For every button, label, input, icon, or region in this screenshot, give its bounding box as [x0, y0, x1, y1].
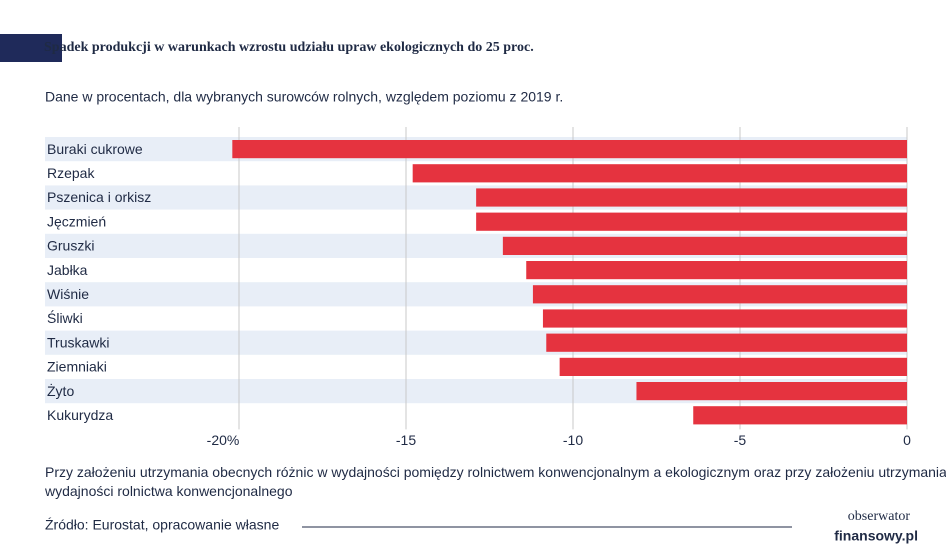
x-tick-label: -10 [563, 432, 583, 448]
category-label: Buraki cukrowe [47, 141, 143, 157]
bar [559, 357, 907, 376]
bar [636, 382, 907, 401]
subtitle: Dane w procentach, dla wybranych surowcó… [45, 89, 563, 105]
source: Źródło: Eurostat, opracowanie własne [45, 517, 279, 533]
title-marker [0, 34, 62, 62]
bar [546, 333, 907, 352]
bar [232, 140, 907, 159]
bar [476, 188, 907, 207]
x-tick-label: -5 [734, 432, 747, 448]
category-label: Pszenica i orkisz [47, 189, 151, 205]
category-label: Śliwki [47, 309, 83, 326]
x-tick-label: -15 [396, 432, 416, 448]
category-label: Rzepak [47, 165, 95, 181]
x-tick-label: 0 [903, 432, 911, 448]
x-tick-label: -20% [207, 432, 240, 448]
bar [542, 309, 907, 328]
category-label: Żyto [47, 382, 74, 399]
category-label: Truskawki [47, 334, 110, 350]
bar [532, 285, 907, 304]
category-label: Kukurydza [47, 407, 113, 423]
bar [476, 212, 907, 231]
bar [526, 261, 907, 280]
category-label: Jabłka [47, 262, 88, 278]
bar [693, 406, 907, 425]
bar [502, 236, 907, 255]
bar [412, 164, 907, 183]
category-label: Jęczmień [47, 213, 106, 229]
category-label: Wiśnie [47, 286, 89, 302]
category-label: Gruszki [47, 238, 94, 254]
logo-top: obserwator [848, 509, 911, 524]
chart-title: Spadek produkcji w warunkach wzrostu udz… [44, 40, 534, 55]
logo-bottom: finansowy.pl [834, 528, 918, 544]
category-label: Ziemniaki [47, 359, 107, 375]
note: Przy założeniu utrzymania obecnych różni… [44, 464, 946, 499]
